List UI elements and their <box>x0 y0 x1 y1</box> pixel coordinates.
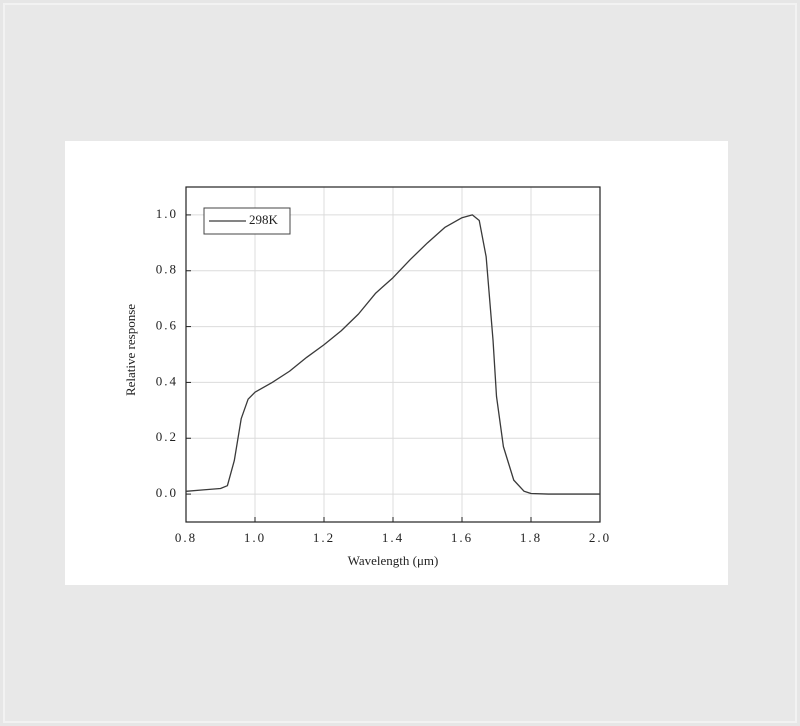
y-tick-label: 1.0 <box>156 206 178 221</box>
y-axis-label: Relative response <box>123 304 138 396</box>
y-tick-label: 0.0 <box>156 485 178 500</box>
x-tick-label: 1.4 <box>382 530 404 545</box>
x-tick-label: 0.8 <box>175 530 197 545</box>
x-tick-label: 1.8 <box>520 530 542 545</box>
x-tick-label: 1.6 <box>451 530 473 545</box>
y-tick-label: 0.8 <box>156 262 178 277</box>
y-tick-label: 0.2 <box>156 429 178 444</box>
data-line <box>185 214 600 495</box>
plot-frame <box>185 186 601 523</box>
y-tick-label: 0.4 <box>156 373 178 388</box>
x-tick-label: 1.0 <box>244 530 266 545</box>
x-tick-label: 1.2 <box>313 530 335 545</box>
x-tick-label: 2.0 <box>589 530 611 545</box>
y-tick-label: 0.6 <box>156 318 178 333</box>
legend-label: 298K <box>249 212 279 227</box>
x-axis-label: Wavelength (μm) <box>348 553 439 568</box>
